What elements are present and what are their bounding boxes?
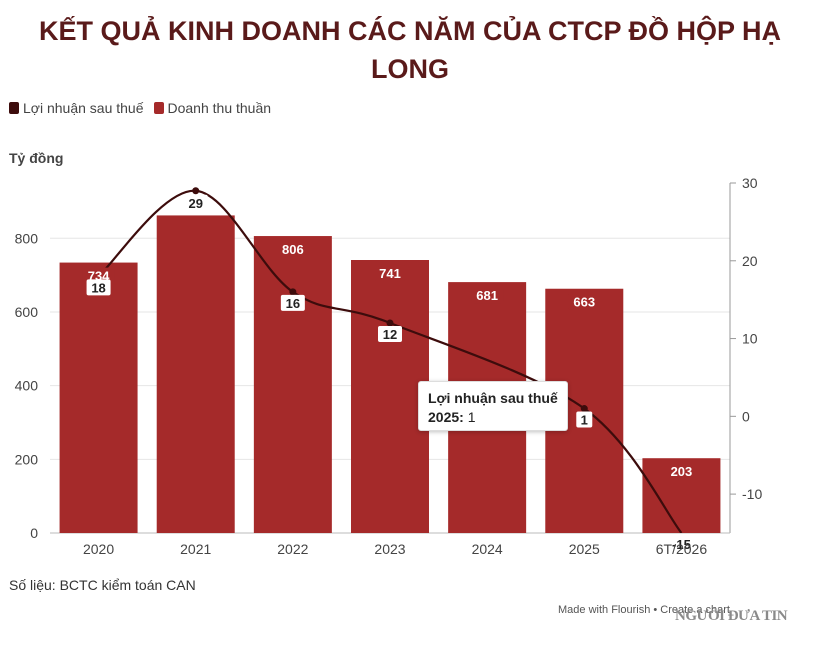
legend-label-revenue: Doanh thu thuần: [167, 100, 272, 116]
tooltip-value: 1: [467, 409, 476, 425]
line-data-label-bg: [576, 411, 593, 428]
y-right-tick-label: 20: [742, 253, 758, 269]
y-left-tick-label: 800: [15, 230, 39, 246]
bar-data-label: 806: [282, 242, 304, 257]
bar-data-label-bg: [568, 293, 601, 310]
y-right-tick-label: 30: [742, 175, 758, 191]
y-left-tick-label: 400: [15, 378, 39, 394]
y-right-tick-label: 10: [742, 331, 758, 347]
x-tick-label: 6T/2026: [656, 541, 708, 557]
x-tick-label: 2020: [83, 541, 114, 557]
bar-doanh-thu: [253, 236, 332, 534]
flourish-credit[interactable]: Made with Flourish • Create a chart: [558, 604, 730, 616]
bar-data-label: 29: [188, 196, 202, 211]
y-left-tick-label: 200: [15, 451, 39, 467]
line-data-label-bg: [378, 326, 402, 342]
line-data-label: 12: [383, 327, 397, 342]
tooltip-title: Lợi nhuận sau thuế: [428, 390, 558, 406]
legend: Lợi nhuận sau thuế Doanh thu thuần: [9, 100, 271, 116]
line-data-label-bg: [86, 279, 111, 296]
y-right-tick-label: -10: [742, 486, 762, 502]
bar-doanh-thu: [59, 262, 138, 533]
legend-item-revenue[interactable]: Doanh thu thuần: [153, 100, 272, 116]
bar-data-label-bg: [276, 241, 309, 258]
bar-doanh-thu: [351, 260, 429, 533]
tooltip-body: 2025: 1: [428, 408, 558, 427]
chart-title: KẾT QUẢ KINH DOANH CÁC NĂM CỦA CTCP ĐỒ H…: [38, 16, 781, 84]
legend-label-profit: Lợi nhuận sau thuế: [23, 100, 144, 116]
legend-swatch-revenue: [153, 102, 164, 114]
legend-item-profit[interactable]: Lợi nhuận sau thuế: [9, 100, 144, 116]
line-data-label-bg: [665, 536, 698, 552]
x-tick-label: 2025: [569, 541, 600, 557]
line-loi-nhuan: [97, 189, 683, 533]
bar-data-label-bg: [374, 265, 406, 281]
y-right-tick-label: 0: [742, 408, 750, 424]
line-data-label: 16: [286, 296, 300, 311]
tooltip-label: 2025:: [428, 409, 464, 425]
bar-data-label-bg: [665, 463, 698, 480]
x-tick-label: 2023: [374, 541, 405, 557]
line-data-label-bg: [280, 294, 305, 311]
y-left-tick-label: 600: [15, 304, 39, 320]
line-point: [580, 405, 588, 413]
bar-data-label: 663: [573, 295, 595, 310]
y-axis-unit-label: Tỷ đồng: [9, 150, 64, 166]
bar-data-label: 741: [379, 266, 401, 281]
legend-swatch-profit: [9, 102, 19, 114]
line-point: [192, 187, 200, 195]
x-tick-label: 2024: [472, 541, 503, 557]
bar-doanh-thu: [156, 215, 235, 533]
source-note: Số liệu: BCTC kiểm toán CAN: [9, 577, 196, 593]
watermark-logo: NGƯỜI ĐƯA TIN: [675, 608, 788, 624]
bar-data-label: 203: [671, 464, 693, 479]
tooltip: Lợi nhuận sau thuế 2025: 1: [418, 381, 568, 431]
line-data-label: -15: [672, 537, 691, 552]
line-point: [289, 288, 297, 296]
bar-data-label-bg: [183, 194, 208, 211]
x-tick-label: 2022: [277, 541, 308, 557]
line-point: [386, 319, 394, 327]
bar-data-label-bg: [471, 287, 504, 304]
line-data-label: 18: [91, 280, 105, 295]
line-data-label: 1: [581, 413, 588, 428]
y-left-tick-label: 0: [30, 525, 38, 541]
x-tick-label: 2021: [180, 541, 211, 557]
bar-data-label: 681: [476, 288, 498, 303]
